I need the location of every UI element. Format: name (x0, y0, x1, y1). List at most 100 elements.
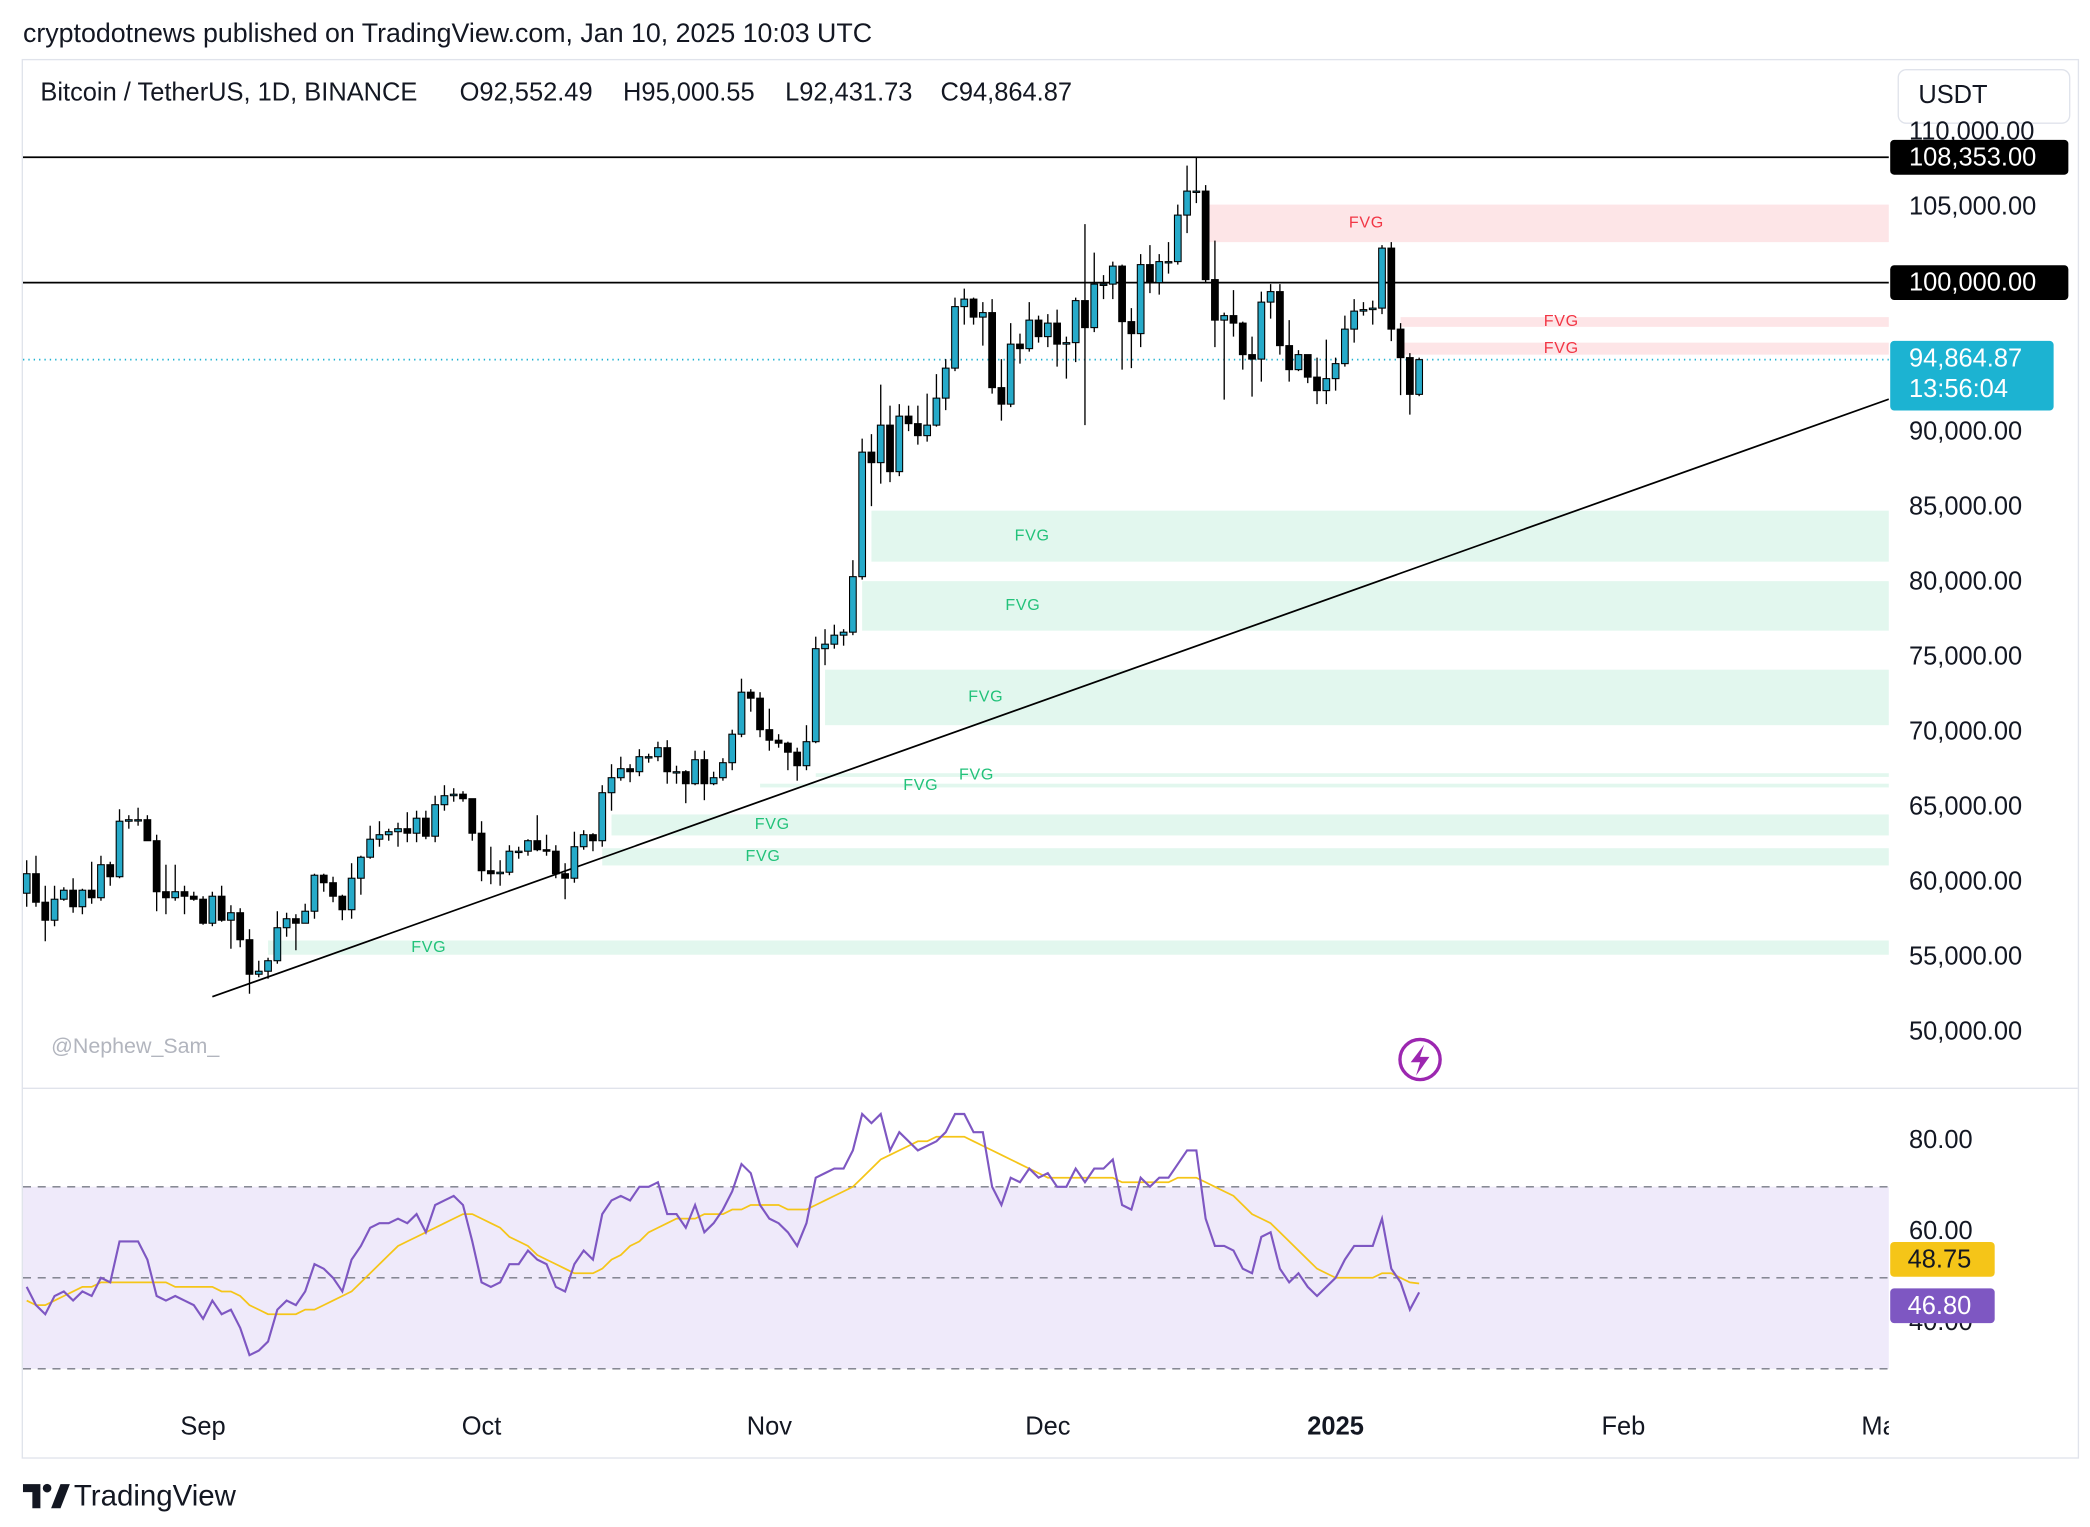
fvg-zone (611, 814, 1889, 836)
candle-body (143, 819, 152, 842)
candle-body (1081, 300, 1089, 329)
candle-body (1303, 354, 1312, 378)
candle-body (784, 742, 792, 753)
candle-body (960, 298, 969, 308)
candle-body (152, 840, 161, 893)
candle-body (227, 912, 235, 921)
candle-body (1248, 354, 1256, 360)
candle-body (756, 697, 764, 731)
candle-body (598, 792, 607, 842)
attribution: cryptodotnews published on TradingView.c… (23, 18, 872, 48)
candle-body (310, 874, 319, 912)
candle-body (87, 889, 96, 899)
fvg-zone (1400, 317, 1889, 327)
candle-body (1313, 376, 1321, 392)
candle-body (468, 798, 477, 834)
countdown-label: 13:56:04 (1909, 375, 2008, 403)
fvg-label: FVG (959, 765, 994, 783)
candle-body (1238, 322, 1247, 356)
currency-label[interactable]: USDT (1918, 81, 1987, 109)
candle-body (97, 864, 105, 899)
logo-part (42, 1483, 52, 1493)
flash-icon[interactable] (1398, 1037, 1442, 1082)
candle-body (41, 901, 50, 921)
candle-body (50, 898, 59, 921)
candle-body (1331, 363, 1340, 380)
ohlc-high: H95,000.55 (623, 78, 755, 106)
fvg-label: FVG (968, 688, 1003, 706)
candle-body (821, 643, 829, 650)
candle-body (292, 918, 300, 924)
candle-body (236, 912, 245, 941)
candle-body (32, 873, 40, 903)
candle-body (793, 751, 802, 767)
x-tick-label: Feb (1601, 1413, 1645, 1441)
x-tick-label: Sep (180, 1413, 225, 1441)
candle-body (394, 828, 402, 833)
last-price-tag (1890, 340, 2054, 411)
candle-body (1053, 322, 1061, 345)
candle-body (681, 771, 690, 785)
candle-body (1006, 343, 1015, 405)
candle-body (737, 691, 746, 735)
candle-body (1108, 265, 1117, 285)
candle-body (719, 762, 727, 779)
candle-body (1034, 319, 1043, 338)
candle-body (208, 895, 217, 924)
candle-body (932, 397, 941, 426)
candle-body (375, 834, 384, 840)
candle-body (217, 895, 226, 921)
candle-body (69, 889, 77, 908)
candle-body (774, 739, 783, 744)
candle-body (923, 424, 932, 437)
fvg-label: FVG (903, 776, 938, 794)
fvg-label: FVG (1349, 214, 1384, 232)
y-tick-label: 90,000.00 (1909, 417, 2022, 445)
candle-body (1276, 291, 1284, 347)
candle-body (1359, 309, 1368, 312)
fvg-zone (1205, 204, 1889, 243)
candle-body (412, 817, 421, 834)
candle-body (273, 927, 282, 962)
candle-body (616, 768, 625, 779)
candle-body (496, 871, 505, 875)
candle-body (700, 759, 709, 785)
candle-body (403, 828, 412, 834)
currency-button-box[interactable] (1897, 68, 2071, 124)
candle-body (654, 747, 662, 758)
candle-body (431, 804, 440, 837)
y-tick-label: 80,000.00 (1909, 567, 2022, 595)
candle-body (1350, 310, 1359, 330)
axes: 50,000.00 55,000.00 60,000.00 65,000.00 70,0… (1890, 117, 2069, 1336)
currency-button[interactable]: USDT (1897, 68, 2071, 124)
candle-body (746, 691, 755, 699)
fvg-zone (871, 510, 1889, 562)
y-tick-label: 105,000.00 (1909, 192, 2036, 220)
candle-body (1164, 261, 1173, 264)
symbol: Bitcoin / TetherUS, 1D, BINANCE (40, 78, 417, 106)
candle-body (867, 451, 876, 464)
candle-body (384, 831, 393, 836)
x-tick-label: 2025 (1307, 1413, 1364, 1441)
candle-body (988, 312, 997, 389)
candle-body (449, 793, 458, 797)
candle-body (533, 840, 542, 851)
fvg-label: FVG (1544, 312, 1579, 330)
x-tick-label: Dec (1025, 1413, 1071, 1441)
candle-body (811, 648, 820, 743)
candle-body (421, 817, 430, 837)
fvg-zone (760, 783, 1889, 788)
candle-body (524, 840, 532, 852)
fvg-label: FVG (745, 847, 780, 865)
candle-body (1266, 291, 1275, 303)
flash-icon-bolt[interactable] (1410, 1044, 1430, 1076)
logo-part (51, 1484, 70, 1509)
y-tick-label: 70,000.00 (1909, 717, 2022, 745)
y-tick-label: 65,000.00 (1909, 792, 2022, 820)
y-tick-label: 60.00 (1909, 1217, 1973, 1245)
candle-body (106, 864, 115, 878)
fvg-label: FVG (411, 938, 446, 956)
candle-body (1192, 190, 1201, 193)
candle-body (338, 895, 347, 911)
